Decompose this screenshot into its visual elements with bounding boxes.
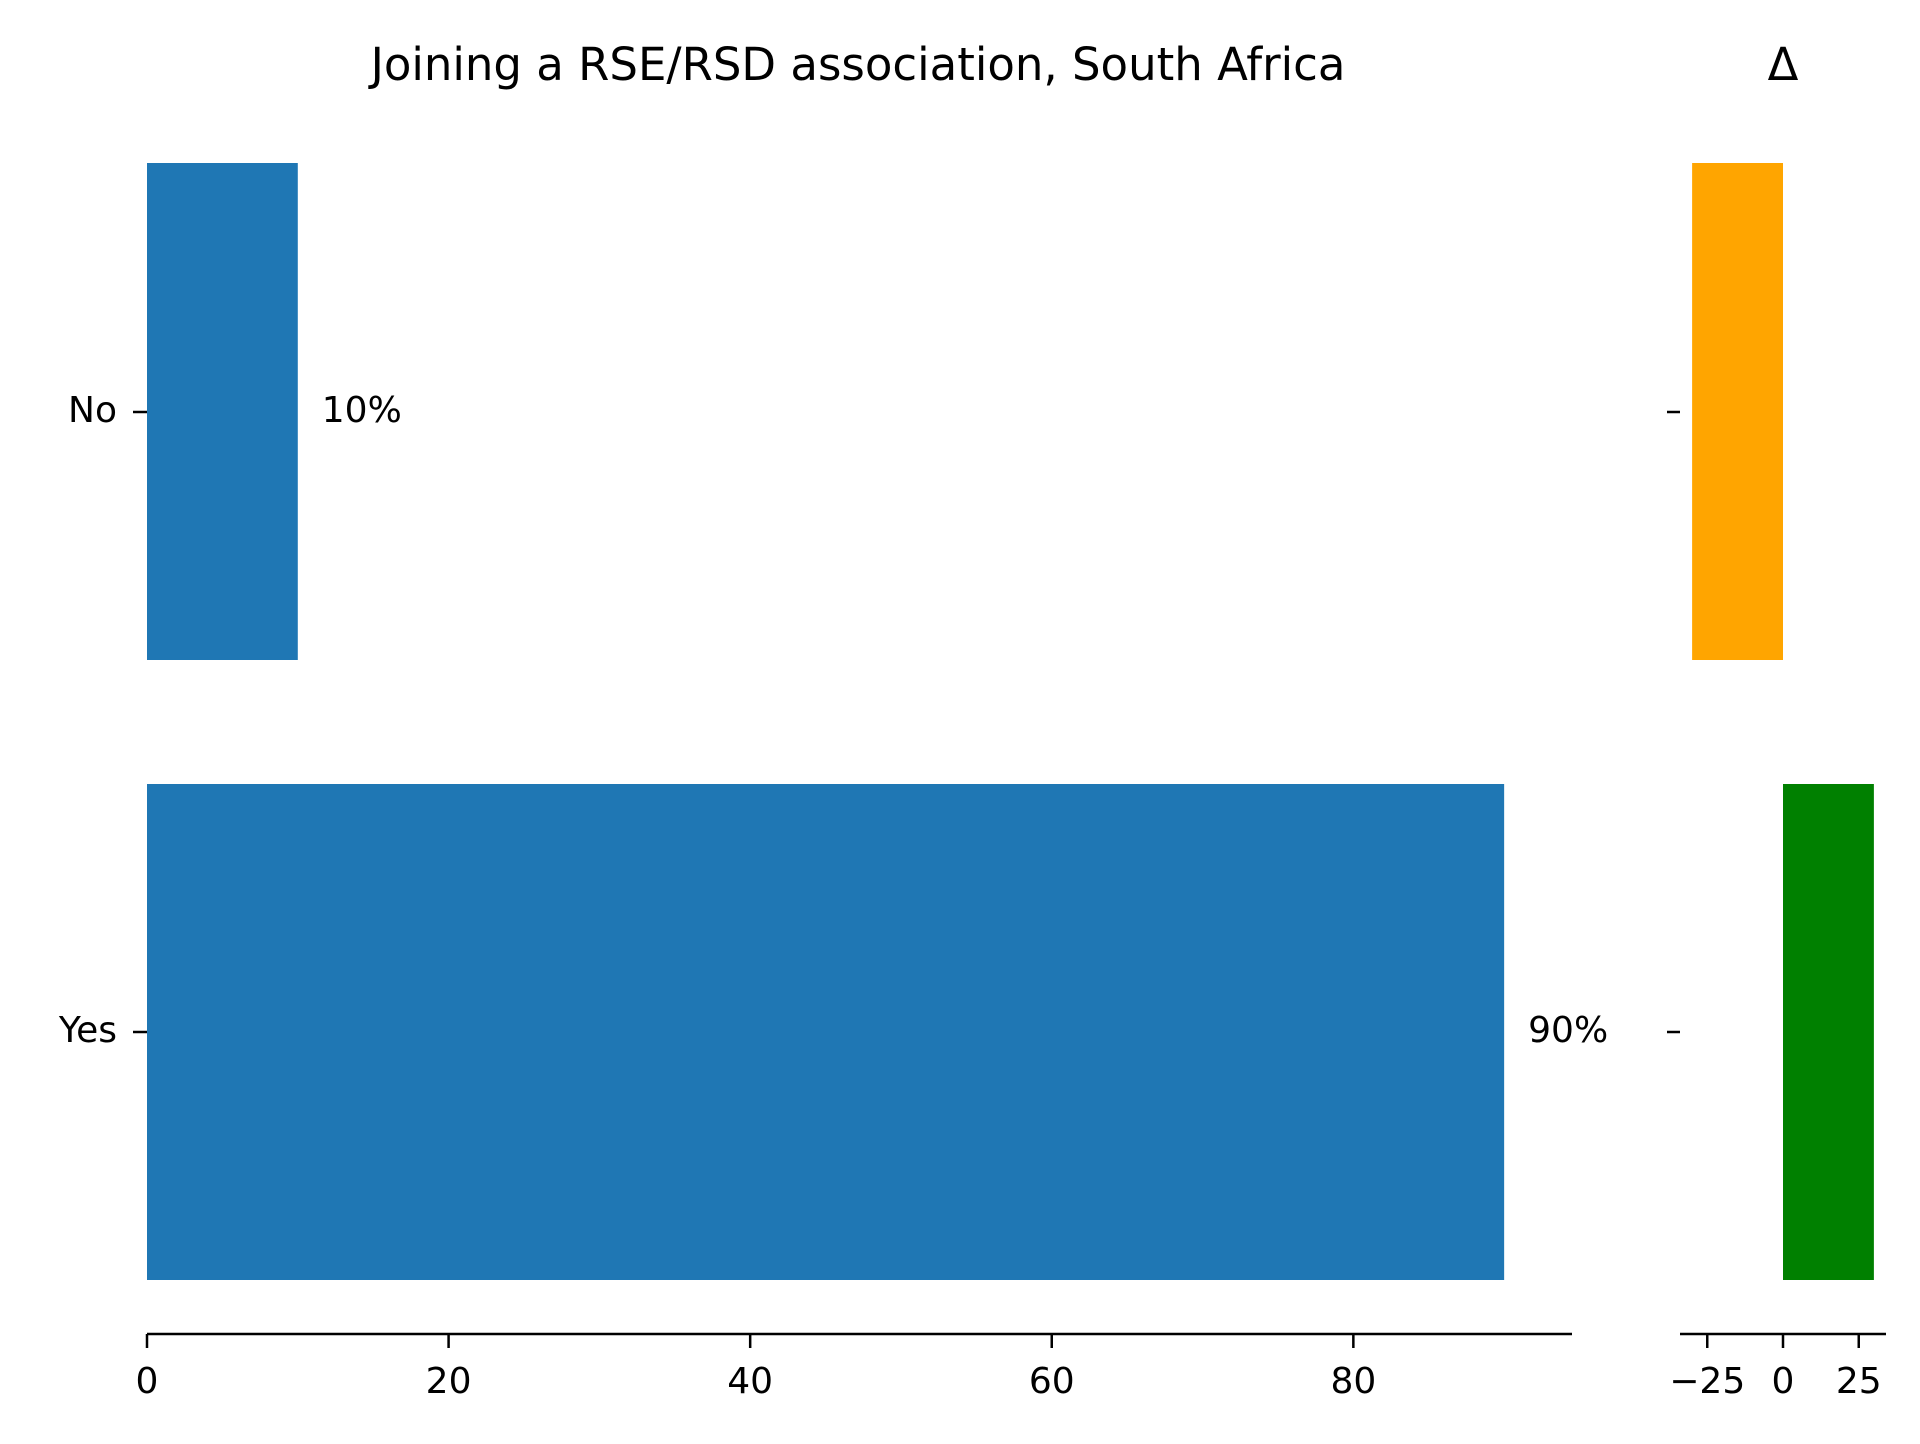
main-panel: Joining a RSE/RSD association, South Afr… <box>58 38 1608 1402</box>
y-ticks <box>133 410 147 1034</box>
delta-x-tick-label: 25 <box>1836 1361 1882 1402</box>
delta-panel: Δ −25 0 25 <box>1667 38 1886 1402</box>
main-x-tick-label: 40 <box>727 1361 773 1402</box>
main-value-labels: 10% 90% <box>322 390 1608 1051</box>
delta-x-axis: −25 0 25 <box>1669 1332 1886 1402</box>
delta-x-tick-label: −25 <box>1669 1361 1745 1402</box>
main-x-ticks: 0 20 40 60 80 <box>136 1334 1376 1402</box>
value-label-no: 10% <box>322 390 402 431</box>
main-x-tick-label: 20 <box>426 1361 472 1402</box>
delta-chart-title: Δ <box>1768 38 1799 91</box>
value-label-yes: 90% <box>1528 1010 1608 1051</box>
main-bars <box>147 163 1505 1280</box>
main-x-axis: 0 20 40 60 80 <box>136 1332 1572 1402</box>
main-chart-title: Joining a RSE/RSD association, South Afr… <box>368 38 1346 91</box>
delta-bar-no <box>1692 163 1783 660</box>
y-axis: No Yes <box>58 390 147 1051</box>
bar-yes <box>147 784 1505 1280</box>
delta-x-tick-label: 0 <box>1772 1361 1795 1402</box>
delta-y-ticks <box>1667 410 1680 1034</box>
main-x-tick-label: 80 <box>1330 1361 1376 1402</box>
main-x-tick-label: 60 <box>1029 1361 1075 1402</box>
y-tick-label-yes: Yes <box>58 1010 117 1051</box>
bar-no <box>147 163 298 660</box>
delta-bar-yes <box>1783 784 1874 1280</box>
y-tick-label-no: No <box>68 390 117 431</box>
main-x-tick-label: 0 <box>136 1361 159 1402</box>
delta-bars <box>1692 163 1874 1280</box>
delta-x-ticks: −25 0 25 <box>1669 1334 1882 1402</box>
